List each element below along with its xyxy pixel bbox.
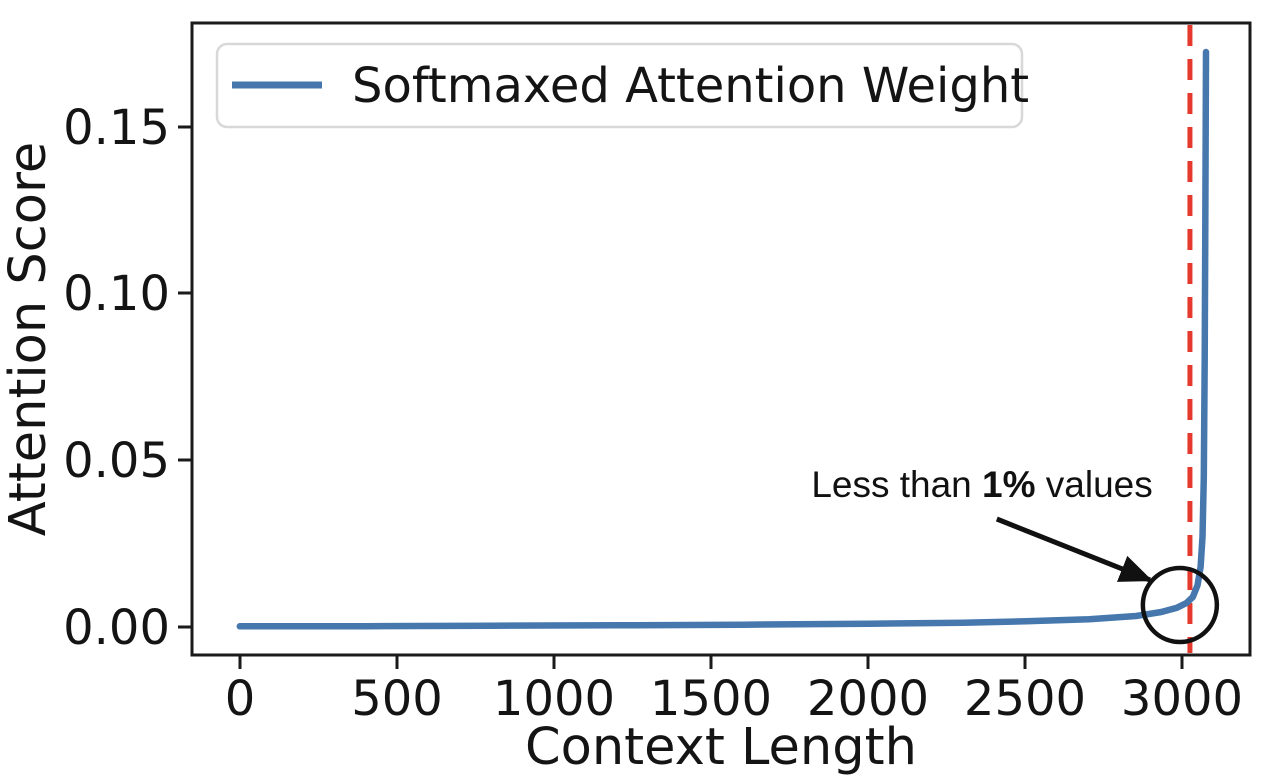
- x-tick-labels: 0 500 1000 1500 2000 2500 3000: [225, 671, 1243, 727]
- x-tick-label: 3000: [1121, 671, 1243, 727]
- y-tick-label: 0.00: [63, 600, 170, 656]
- y-tick-label: 0.10: [63, 266, 170, 322]
- attention-curve: [236, 48, 1210, 630]
- annotation-text: Less than 1% values: [811, 464, 1152, 505]
- x-tick-label: 2500: [964, 671, 1086, 727]
- annotation-arrow: [995, 516, 1153, 583]
- annotation-text-suffix: values: [1036, 464, 1153, 505]
- x-tick-label: 2000: [807, 671, 929, 727]
- y-axis-title: Attention Score: [0, 142, 58, 536]
- x-axis-title: Context Length: [525, 718, 917, 777]
- highlight-circle: [1140, 565, 1220, 645]
- annotation-text-prefix: Less than: [811, 464, 982, 505]
- y-tick-labels: 0.15 0.10 0.05 0.00: [63, 100, 170, 656]
- legend-entry-label: Softmaxed Attention Weight: [352, 58, 1029, 114]
- y-tick-label: 0.05: [63, 433, 170, 489]
- x-tick-label: 0: [225, 671, 256, 727]
- legend-box: [215, 42, 1024, 129]
- x-tick-label: 1500: [650, 671, 772, 727]
- plot-border: [190, 21, 1252, 657]
- annotation-text-bold: 1%: [982, 464, 1035, 505]
- x-tick-label: 1000: [493, 671, 615, 727]
- legend: Softmaxed Attention Weight: [215, 42, 1029, 129]
- x-tick-label: 500: [351, 671, 443, 727]
- x-axis-ticks: [238, 655, 1184, 669]
- y-axis-ticks: [178, 125, 192, 629]
- y-tick-label: 0.15: [63, 100, 170, 156]
